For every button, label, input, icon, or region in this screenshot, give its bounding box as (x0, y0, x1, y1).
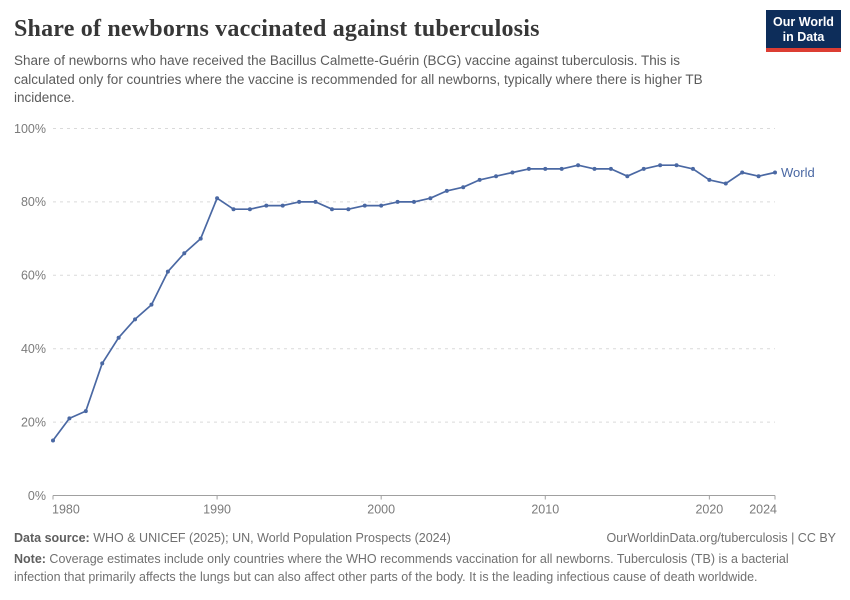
note-value: Coverage estimates include only countrie… (14, 552, 789, 584)
data-point[interactable] (428, 196, 433, 201)
data-point[interactable] (165, 269, 170, 274)
data-point[interactable] (477, 177, 482, 182)
data-point[interactable] (133, 317, 138, 322)
data-point[interactable] (116, 335, 121, 340)
data-point[interactable] (773, 170, 777, 175)
data-point[interactable] (756, 174, 761, 179)
data-source-label: Data source: (14, 531, 90, 545)
data-point[interactable] (526, 166, 531, 171)
data-point[interactable] (674, 163, 679, 168)
note-label: Note: (14, 552, 46, 566)
data-point[interactable] (264, 203, 269, 208)
x-tick-label-2000: 2000 (367, 503, 395, 517)
data-point[interactable] (592, 166, 597, 171)
data-point[interactable] (149, 302, 154, 307)
data-point[interactable] (461, 185, 466, 190)
owid-link[interactable]: OurWorldinData.org/tuberculosis | CC BY (606, 531, 837, 545)
data-point[interactable] (100, 361, 105, 366)
y-tick-label-80: 80% (21, 195, 46, 209)
data-point[interactable] (723, 181, 728, 186)
footer-note: Note: Coverage estimates include only co… (14, 551, 836, 586)
y-tick-label-20: 20% (21, 415, 46, 429)
data-point[interactable] (740, 170, 745, 175)
data-point[interactable] (346, 207, 351, 212)
x-tick-label-1980: 1980 (52, 503, 80, 517)
chart-subtitle: Share of newborns who have received the … (14, 53, 703, 105)
series-line-world[interactable] (52, 164, 776, 442)
data-point[interactable] (559, 166, 564, 171)
x-tick-label-1990: 1990 (203, 503, 231, 517)
data-point[interactable] (379, 203, 384, 208)
chart-footer: Data source: WHO & UNICEF (2025); UN, Wo… (14, 531, 836, 586)
y-tick-label-60: 60% (21, 269, 46, 283)
data-point[interactable] (83, 409, 88, 414)
data-point[interactable] (247, 207, 252, 212)
data-point[interactable] (231, 207, 236, 212)
data-point[interactable] (625, 174, 630, 179)
series-label-world[interactable]: World (781, 165, 815, 180)
y-tick-label-40: 40% (21, 342, 46, 356)
data-point[interactable] (543, 166, 548, 171)
data-source-text: Data source: WHO & UNICEF (2025); UN, Wo… (14, 531, 451, 545)
data-point[interactable] (280, 203, 285, 208)
x-tick-label-2024: 2024 (749, 503, 777, 517)
data-point[interactable] (329, 207, 334, 212)
data-point[interactable] (215, 196, 220, 201)
footer-source-row: Data source: WHO & UNICEF (2025); UN, Wo… (14, 531, 836, 545)
owid-logo-line1: Our World (773, 15, 834, 29)
owid-logo[interactable]: Our World in Data (766, 10, 841, 52)
data-point[interactable] (198, 236, 203, 241)
data-point[interactable] (362, 203, 367, 208)
line-chart-canvas[interactable]: 0% 20% 40% 60% 80% 100% 1980 1990 2000 2010 2020 20… (0, 110, 850, 530)
data-point[interactable] (641, 166, 646, 171)
data-point[interactable] (444, 188, 449, 193)
y-tick-label-100: 100% (14, 122, 46, 136)
owid-logo-line2: in Data (782, 29, 825, 44)
data-point[interactable] (313, 199, 318, 204)
data-point[interactable] (67, 416, 72, 421)
data-source-value: WHO & UNICEF (2025); UN, World Populatio… (89, 531, 451, 545)
data-point[interactable] (297, 199, 302, 204)
data-point[interactable] (576, 163, 581, 168)
data-point[interactable] (182, 251, 187, 256)
data-point[interactable] (608, 166, 613, 171)
data-point[interactable] (690, 166, 695, 171)
data-point[interactable] (412, 199, 416, 204)
data-point[interactable] (51, 438, 55, 443)
page-title: Share of newborns vaccinated against tub… (14, 16, 540, 42)
data-point[interactable] (510, 170, 515, 175)
y-tick-label-0: 0% (28, 489, 46, 503)
data-point[interactable] (707, 177, 712, 182)
data-point[interactable] (395, 199, 400, 204)
data-point[interactable] (494, 174, 499, 179)
x-tick-label-2020: 2020 (695, 503, 723, 517)
x-tick-label-2010: 2010 (531, 503, 559, 517)
data-point[interactable] (658, 163, 663, 168)
